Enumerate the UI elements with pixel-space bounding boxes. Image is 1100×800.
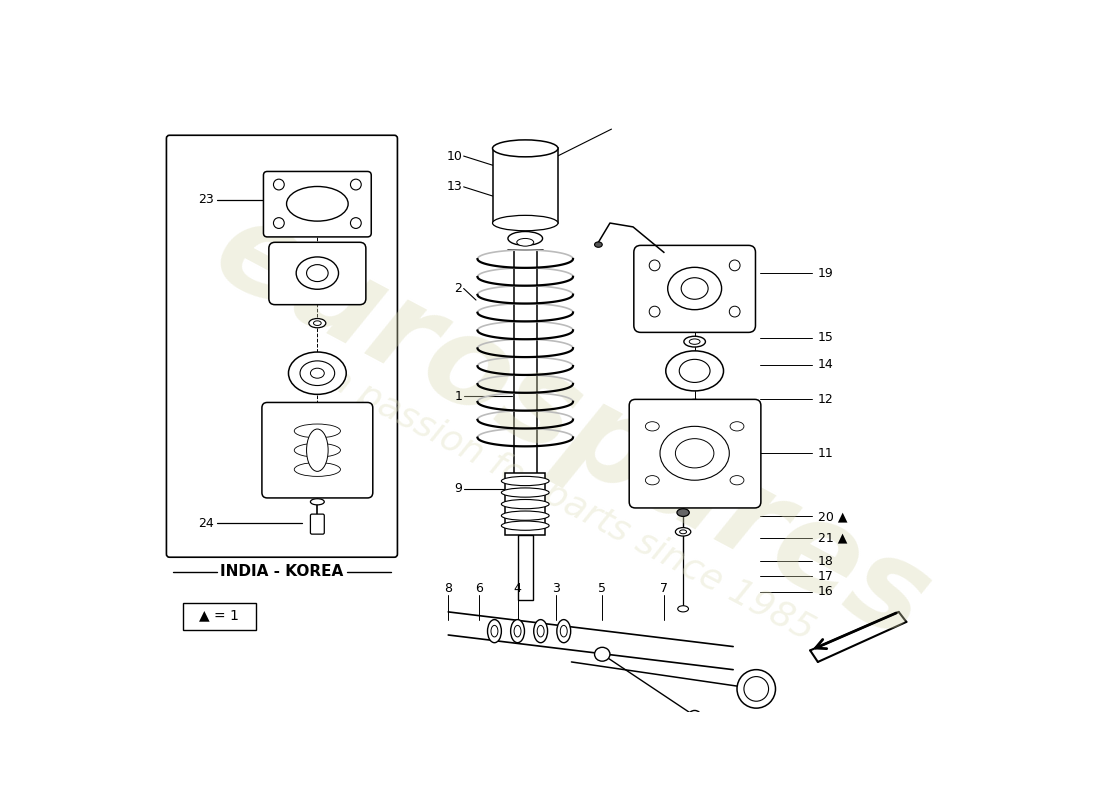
Ellipse shape — [502, 499, 549, 509]
Text: 8: 8 — [444, 582, 452, 595]
Ellipse shape — [690, 339, 700, 344]
Ellipse shape — [675, 438, 714, 468]
Ellipse shape — [537, 626, 544, 637]
Text: 1: 1 — [454, 390, 462, 403]
Text: 23: 23 — [198, 194, 214, 206]
Ellipse shape — [646, 476, 659, 485]
Ellipse shape — [744, 677, 769, 702]
Text: 13: 13 — [447, 180, 462, 194]
Ellipse shape — [668, 267, 722, 310]
Ellipse shape — [534, 619, 548, 642]
Ellipse shape — [737, 670, 775, 708]
Bar — [514, 250, 537, 531]
Ellipse shape — [288, 352, 346, 394]
Text: 14: 14 — [818, 358, 834, 371]
Ellipse shape — [680, 359, 711, 382]
Text: 4: 4 — [514, 582, 521, 595]
Text: 10: 10 — [447, 150, 462, 162]
Ellipse shape — [689, 710, 701, 722]
Ellipse shape — [510, 619, 525, 642]
Ellipse shape — [491, 626, 498, 637]
Ellipse shape — [680, 530, 686, 534]
Circle shape — [729, 260, 740, 270]
Bar — [505, 474, 546, 535]
Ellipse shape — [675, 527, 691, 536]
Ellipse shape — [307, 429, 328, 471]
Ellipse shape — [300, 361, 334, 386]
Bar — [183, 602, 255, 630]
Text: a passion for parts since 1985: a passion for parts since 1985 — [322, 361, 821, 647]
Circle shape — [649, 260, 660, 270]
FancyBboxPatch shape — [310, 514, 324, 534]
Ellipse shape — [508, 231, 542, 246]
Ellipse shape — [310, 368, 324, 378]
Ellipse shape — [514, 626, 521, 637]
Ellipse shape — [502, 511, 549, 520]
FancyBboxPatch shape — [268, 242, 366, 305]
FancyBboxPatch shape — [634, 246, 756, 332]
FancyBboxPatch shape — [166, 135, 397, 558]
Ellipse shape — [493, 140, 558, 157]
Ellipse shape — [314, 321, 321, 326]
Ellipse shape — [660, 426, 729, 480]
Ellipse shape — [730, 422, 744, 431]
Circle shape — [351, 179, 361, 190]
Circle shape — [274, 179, 284, 190]
Ellipse shape — [309, 318, 326, 328]
Text: ▲ = 1: ▲ = 1 — [199, 609, 239, 622]
Text: INDIA - KOREA: INDIA - KOREA — [220, 564, 343, 579]
Circle shape — [351, 218, 361, 229]
Bar — [493, 148, 559, 223]
Ellipse shape — [595, 242, 603, 247]
Ellipse shape — [295, 462, 341, 476]
Bar — [517, 535, 532, 600]
Text: eurospares: eurospares — [195, 188, 948, 666]
Ellipse shape — [296, 257, 339, 290]
Ellipse shape — [295, 424, 341, 438]
Ellipse shape — [681, 278, 708, 299]
Ellipse shape — [594, 647, 609, 661]
Ellipse shape — [295, 443, 341, 457]
Ellipse shape — [517, 238, 534, 246]
Ellipse shape — [310, 498, 324, 505]
Text: 11: 11 — [818, 446, 834, 460]
Ellipse shape — [307, 265, 328, 282]
Ellipse shape — [502, 521, 549, 530]
Circle shape — [274, 218, 284, 229]
Text: 16: 16 — [818, 586, 834, 598]
Ellipse shape — [502, 476, 549, 486]
Text: 6: 6 — [475, 582, 483, 595]
Ellipse shape — [686, 399, 703, 407]
Ellipse shape — [493, 215, 558, 230]
FancyBboxPatch shape — [629, 399, 761, 508]
Ellipse shape — [557, 619, 571, 642]
Ellipse shape — [560, 626, 568, 637]
Ellipse shape — [730, 476, 744, 485]
Text: 18: 18 — [818, 554, 834, 567]
Ellipse shape — [684, 336, 705, 347]
Ellipse shape — [502, 488, 549, 497]
Text: 24: 24 — [198, 517, 214, 530]
Ellipse shape — [286, 186, 349, 221]
Ellipse shape — [646, 422, 659, 431]
Circle shape — [649, 306, 660, 317]
Circle shape — [729, 306, 740, 317]
Text: 5: 5 — [598, 582, 606, 595]
Text: 12: 12 — [818, 393, 834, 406]
Ellipse shape — [487, 619, 502, 642]
Text: 3: 3 — [552, 582, 560, 595]
Text: 21 ▲: 21 ▲ — [818, 531, 847, 545]
Ellipse shape — [676, 509, 690, 517]
Text: 15: 15 — [818, 331, 834, 344]
Text: 20 ▲: 20 ▲ — [818, 510, 847, 523]
Ellipse shape — [678, 606, 689, 612]
Text: 17: 17 — [818, 570, 834, 583]
FancyBboxPatch shape — [262, 402, 373, 498]
Text: 9: 9 — [454, 482, 462, 495]
Text: 7: 7 — [660, 582, 668, 595]
Text: 2: 2 — [454, 282, 462, 295]
Ellipse shape — [666, 351, 724, 391]
Text: 19: 19 — [818, 266, 834, 280]
FancyBboxPatch shape — [264, 171, 372, 237]
